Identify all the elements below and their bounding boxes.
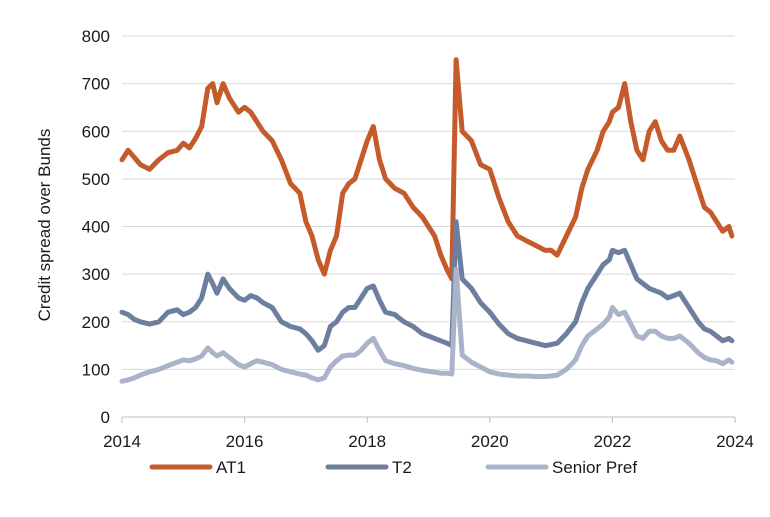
x-tick-label-2016: 2016 bbox=[226, 432, 264, 451]
x-tick-label-2014: 2014 bbox=[103, 432, 141, 451]
y-tick-label-0: 0 bbox=[101, 408, 110, 427]
y-tick-label-500: 500 bbox=[82, 170, 110, 189]
y-tick-label-700: 700 bbox=[82, 75, 110, 94]
legend-item-t2: T2 bbox=[325, 458, 412, 477]
series-line-senior-pref bbox=[119, 266, 735, 384]
legend-label-at1: AT1 bbox=[216, 458, 246, 477]
y-tick-label-100: 100 bbox=[82, 360, 110, 379]
legend-label-senior-pref: Senior Pref bbox=[552, 458, 637, 477]
legend-item-at1: AT1 bbox=[149, 458, 246, 477]
x-tick-label-2018: 2018 bbox=[348, 432, 386, 451]
y-tick-label-400: 400 bbox=[82, 218, 110, 237]
legend: AT1 T2 Senior Pref bbox=[149, 458, 637, 477]
y-tick-label-300: 300 bbox=[82, 265, 110, 284]
legend-item-senior-pref: Senior Pref bbox=[485, 458, 637, 477]
series-line-at1 bbox=[119, 57, 735, 282]
y-tick-label-600: 600 bbox=[82, 122, 110, 141]
x-tick-labels: 2014 2016 2018 2020 2022 2024 bbox=[103, 432, 754, 451]
y-tick-label-200: 200 bbox=[82, 313, 110, 332]
axes bbox=[121, 416, 736, 423]
series-lines bbox=[119, 57, 735, 384]
x-tick-label-2020: 2020 bbox=[471, 432, 509, 451]
y-axis-title: Credit spread over Bunds bbox=[35, 129, 54, 322]
y-tick-labels: 0 100 200 300 400 500 600 700 800 bbox=[82, 27, 110, 427]
x-tick-label-2024: 2024 bbox=[716, 432, 754, 451]
legend-label-t2: T2 bbox=[392, 458, 412, 477]
y-tick-label-800: 800 bbox=[82, 27, 110, 46]
series-line-t2 bbox=[119, 219, 735, 353]
x-tick-label-2022: 2022 bbox=[593, 432, 631, 451]
